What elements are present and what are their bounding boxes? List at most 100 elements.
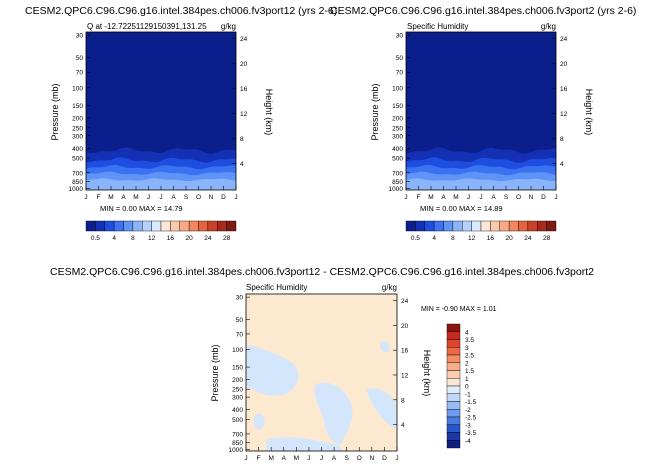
x-tick-label: J bbox=[467, 194, 470, 201]
y-tick-label: 70 bbox=[76, 70, 84, 77]
colorbar-swatch bbox=[527, 220, 538, 232]
x-tick-label: F bbox=[97, 194, 101, 201]
y-tick-label: 400 bbox=[392, 146, 403, 153]
colorbar-label: 4 bbox=[432, 235, 436, 242]
colorbar-label: 4 bbox=[465, 329, 469, 336]
x-tick-label: J bbox=[479, 194, 482, 201]
colorbar-label: 12 bbox=[468, 235, 476, 242]
panel-1-ylabel: Pressure (mb) bbox=[50, 83, 60, 140]
p3-negative-contour-region bbox=[314, 382, 353, 445]
y-tick-label: 150 bbox=[72, 103, 83, 110]
y-tick-label: 1000 bbox=[229, 447, 244, 454]
x-tick-label: A bbox=[282, 455, 287, 462]
y-tick-label: 1000 bbox=[69, 186, 84, 193]
colorbar-swatch bbox=[446, 401, 461, 410]
y-right-tick-label: 8 bbox=[401, 397, 405, 404]
colorbar-label: 28 bbox=[543, 235, 551, 242]
x-tick-label: N bbox=[209, 194, 214, 201]
y-tick-label: 500 bbox=[72, 156, 83, 163]
colorbar-label: 0 bbox=[465, 384, 469, 391]
y-tick-label: 100 bbox=[72, 85, 83, 92]
panel-3-ylabel: Pressure (mb) bbox=[210, 344, 220, 401]
colorbar-label: 2.5 bbox=[465, 353, 474, 360]
colorbar-swatch bbox=[151, 220, 162, 232]
panel-3-ylabel-right: Height (km) bbox=[422, 350, 432, 397]
panel-2: CESM2.QPC6.C96.C96.g16.intel.384pes.ch00… bbox=[330, 5, 636, 242]
colorbar-swatch bbox=[446, 378, 461, 387]
colorbar-label: 12 bbox=[148, 235, 156, 242]
y-tick-label: 200 bbox=[232, 377, 243, 384]
y-right-tick-label: 4 bbox=[560, 161, 564, 168]
panel-1: CESM2.QPC6.C96.C96.g16.intel.384pes.ch00… bbox=[25, 5, 337, 242]
y-tick-label: 30 bbox=[76, 33, 84, 40]
y-tick-label: 250 bbox=[72, 125, 83, 132]
colorbar-swatch bbox=[160, 220, 171, 232]
colorbar-swatch bbox=[85, 220, 96, 232]
colorbar-swatch bbox=[170, 220, 180, 232]
colorbar-label: 16 bbox=[167, 235, 175, 242]
x-tick-label: J bbox=[307, 455, 310, 462]
p3-negative-contour-region bbox=[366, 388, 396, 429]
x-tick-label: O bbox=[516, 194, 521, 201]
colorbar-swatch bbox=[446, 432, 461, 441]
x-tick-label: N bbox=[529, 194, 534, 201]
colorbar-label: 1.5 bbox=[465, 368, 474, 375]
y-tick-label: 500 bbox=[232, 417, 243, 424]
colorbar-label: 4 bbox=[112, 235, 116, 242]
y-tick-label: 150 bbox=[392, 103, 403, 110]
colorbar-label: 3.5 bbox=[465, 337, 474, 344]
panel-2-stats: MIN = 0.00 MAX = 14.89 bbox=[420, 204, 503, 213]
panel-3-title: CESM2.QPC6.C96.C96.g16.intel.384pes.ch00… bbox=[50, 266, 594, 278]
panel-1-plot-area bbox=[85, 31, 237, 191]
x-tick-label: J bbox=[147, 194, 150, 201]
colorbar-swatch bbox=[95, 220, 105, 232]
y-right-tick-label: 12 bbox=[401, 372, 409, 379]
y-right-tick-label: 16 bbox=[240, 86, 248, 93]
colorbar-label: 3 bbox=[465, 345, 469, 352]
y-tick-label: 70 bbox=[236, 331, 244, 338]
panel-1-ylabel-right: Height (km) bbox=[264, 89, 274, 136]
colorbar-label: -1.5 bbox=[465, 399, 477, 406]
colorbar-swatch bbox=[179, 220, 190, 232]
x-tick-label: M bbox=[268, 455, 273, 462]
x-tick-label: A bbox=[441, 194, 446, 201]
panel-2-title: CESM2.QPC6.C96.C96.g16.intel.384pes.ch00… bbox=[330, 5, 636, 17]
y-right-tick-label: 24 bbox=[560, 36, 568, 43]
x-tick-label: J bbox=[395, 455, 398, 462]
colorbar-label: 8 bbox=[131, 235, 135, 242]
panel-2-colorbar: 0.5 4 8 12 16 20 24 28 bbox=[405, 220, 557, 242]
y-tick-label: 700 bbox=[232, 431, 243, 438]
y-tick-label: 150 bbox=[232, 365, 243, 372]
x-tick-label: A bbox=[491, 194, 496, 201]
colorbar-swatch bbox=[104, 220, 115, 232]
panel-3-y-right-tick-labels: 24 20 16 12 8 4 bbox=[401, 298, 409, 429]
panel-3: CESM2.QPC6.C96.C96.g16.intel.384pes.ch00… bbox=[50, 266, 594, 462]
panel-1-subtitle: Q at -12.72251129150391,131.25 bbox=[87, 22, 207, 31]
x-tick-label: F bbox=[257, 455, 261, 462]
y-right-tick-label: 12 bbox=[560, 111, 568, 118]
colorbar-label: 2 bbox=[465, 360, 469, 367]
colorbar-label: -3 bbox=[465, 422, 471, 429]
p3-negative-contour-region bbox=[379, 341, 390, 353]
x-tick-label: S bbox=[504, 194, 509, 201]
colorbar-label: -4 bbox=[465, 438, 471, 445]
y-tick-label: 500 bbox=[392, 156, 403, 163]
colorbar-swatch bbox=[433, 220, 444, 232]
y-right-tick-label: 12 bbox=[240, 111, 248, 118]
panel-2-ylabel-right: Height (km) bbox=[584, 89, 594, 136]
y-right-tick-label: 20 bbox=[240, 61, 248, 68]
colorbar-label: 0.5 bbox=[91, 235, 100, 242]
colorbar-label: -2.5 bbox=[465, 415, 477, 422]
y-tick-label: 50 bbox=[236, 317, 244, 324]
y-tick-label: 850 bbox=[392, 179, 403, 186]
colorbar-swatch bbox=[446, 347, 461, 356]
colorbar-label: 20 bbox=[186, 235, 194, 242]
colorbar-swatch bbox=[424, 220, 435, 232]
p3-negative-contour-region bbox=[253, 413, 265, 430]
colorbar-swatch bbox=[480, 220, 491, 232]
